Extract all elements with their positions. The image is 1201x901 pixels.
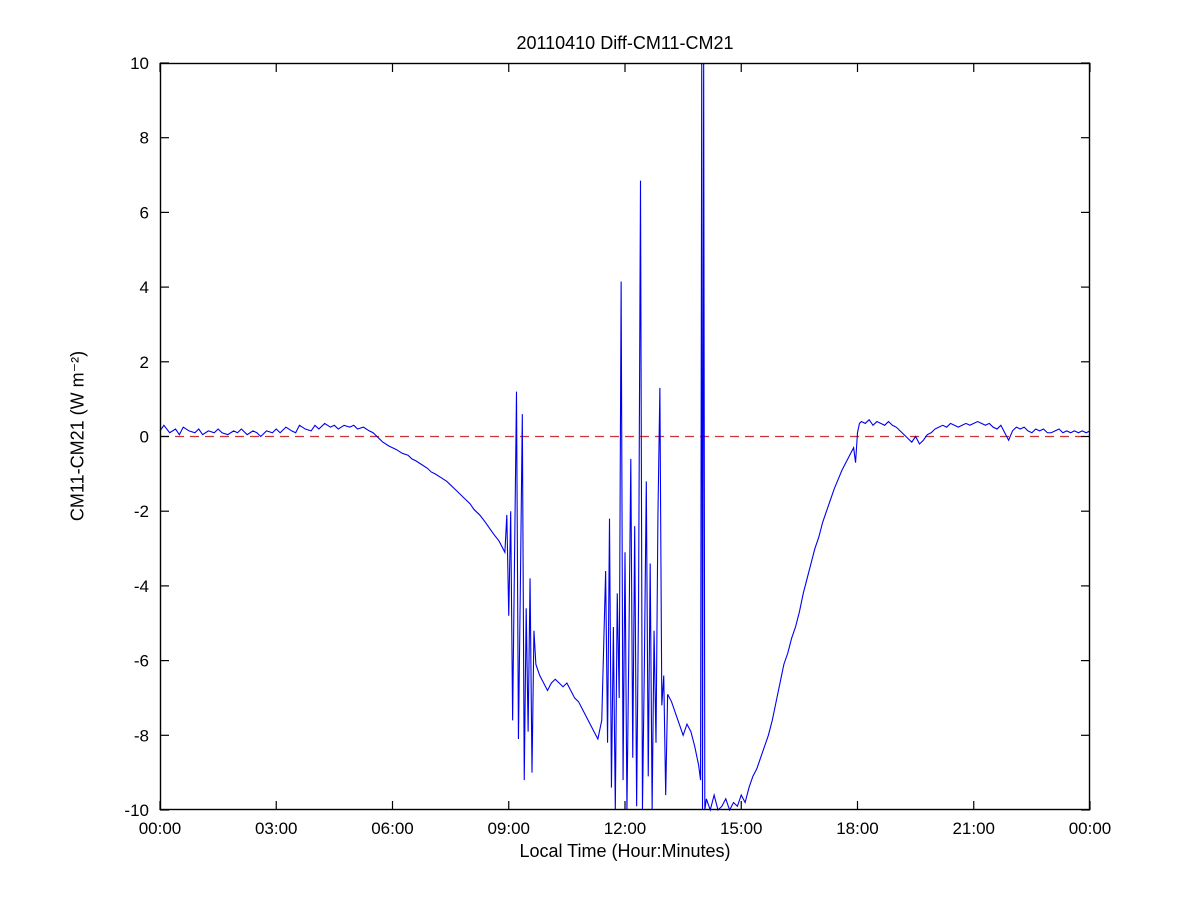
y-tick-label: -8 [134, 726, 149, 745]
y-tick-label: 8 [140, 129, 149, 148]
x-tick-label: 00:00 [139, 819, 182, 838]
x-tick-label: 00:00 [1069, 819, 1112, 838]
y-tick-label: 2 [140, 353, 149, 372]
x-tick-label: 18:00 [836, 819, 879, 838]
y-tick-label: 4 [140, 278, 149, 297]
y-tick-label: -4 [134, 577, 149, 596]
y-tick-label: 10 [130, 54, 149, 73]
y-tick-label: -10 [124, 801, 149, 820]
y-tick-label: 6 [140, 203, 149, 222]
x-axis-label: Local Time (Hour:Minutes) [519, 841, 731, 861]
y-tick-label: 0 [140, 428, 149, 447]
x-tick-label: 03:00 [255, 819, 298, 838]
x-tick-label: 12:00 [604, 819, 647, 838]
y-tick-label: -6 [134, 652, 149, 671]
x-tick-label: 06:00 [371, 819, 414, 838]
data-series-line [159, 62, 1091, 812]
x-tick-label: 15:00 [720, 819, 763, 838]
y-tick-label: -2 [134, 502, 149, 521]
x-tick-label: 21:00 [952, 819, 995, 838]
x-tick-label: 09:00 [487, 819, 530, 838]
chart-title: 20110410 Diff-CM11-CM21 [516, 33, 734, 53]
